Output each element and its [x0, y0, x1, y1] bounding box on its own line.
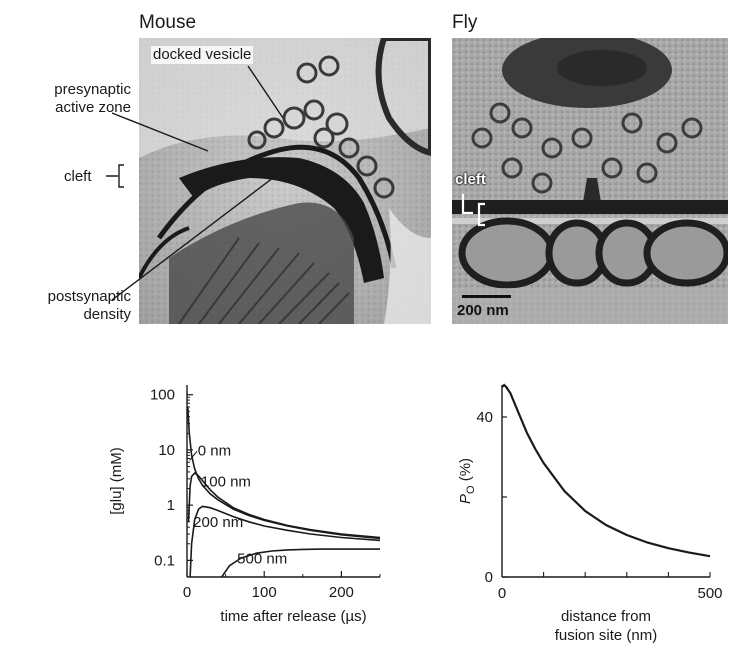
- postsynaptic-leader: [111, 164, 291, 301]
- fly-cleft-label: cleft: [455, 171, 486, 188]
- presynaptic-leader: [111, 112, 209, 152]
- glu-series-line-2: [189, 505, 381, 578]
- po-y-label-sub: O: [465, 485, 477, 494]
- open-probability-chart: 0 40 0 500 PO (%) distance from fusion site (n…: [457, 383, 723, 644]
- docked-vesicle-label: docked vesicle: [151, 46, 254, 64]
- glu-y-tick-label: 1: [167, 497, 175, 514]
- glu-series-label-0: 0 nm: [198, 442, 231, 459]
- po-y-label-unit: (%): [457, 458, 474, 486]
- fly-micrograph: [452, 38, 728, 324]
- po-x-tick-label: 0: [498, 585, 506, 602]
- presynaptic-label-line1: presynaptic: [54, 81, 131, 98]
- docked-vesicle-leader: [247, 65, 284, 119]
- glu-series-label-2: 200 nm: [193, 514, 243, 531]
- po-x-axis-label-line2: fusion site (nm): [555, 627, 658, 644]
- postsynaptic-label-line1: postsynaptic: [47, 288, 131, 305]
- glu-y-tick-label: 100: [150, 387, 175, 404]
- po-y-axis-label: PO (%): [457, 458, 477, 504]
- glu-concentration-chart: 100 10 1 0.1 0 100 200 0 nm 100 nm 200 nm 500 nm [g…: [108, 385, 381, 625]
- glu-series-line-3: [221, 548, 380, 578]
- fly-scale-bar-label: 200 nm: [457, 302, 509, 319]
- po-y-label-main: P: [457, 494, 474, 504]
- fly-cleft-bracket: [461, 194, 485, 227]
- presynaptic-label-line2: active zone: [55, 99, 131, 116]
- glu-x-tick-label: 0: [183, 584, 191, 601]
- postsynaptic-label-line2: density: [83, 306, 131, 323]
- fly-micrograph-image: [452, 38, 728, 324]
- glu-y-tick-label: 10: [158, 442, 175, 459]
- glu-x-tick-label: 200: [329, 584, 354, 601]
- fly-scale-bar: [462, 295, 511, 298]
- po-y-tick-label: 0: [485, 569, 493, 586]
- po-x-axis-label-line1: distance from: [561, 608, 651, 625]
- mouse-panel-title: Mouse: [139, 12, 197, 33]
- glu-series-label-1: 100 nm: [201, 473, 251, 490]
- glu-x-axis-label: time after release (µs): [220, 608, 366, 625]
- glu-series-line-1: [187, 472, 381, 539]
- glu-y-tick-label: 0.1: [154, 552, 175, 569]
- mouse-leader-lines: [106, 65, 291, 301]
- mouse-cleft-bracket: [106, 164, 124, 188]
- po-y-tick-label: 40: [476, 409, 493, 426]
- mouse-micrograph: [139, 38, 431, 324]
- po-x-tick-label: 500: [697, 585, 722, 602]
- fly-panel-title: Fly: [452, 12, 478, 33]
- mouse-cleft-label: cleft: [64, 168, 92, 185]
- glu-series-label-3: 500 nm: [237, 550, 287, 567]
- mouse-micrograph-image: [139, 38, 431, 324]
- po-curve: [501, 383, 711, 558]
- glu-x-tick-label: 100: [252, 584, 277, 601]
- glu-0nm-leader: [189, 450, 198, 461]
- glu-y-axis-label: [glu] (mM): [108, 447, 125, 515]
